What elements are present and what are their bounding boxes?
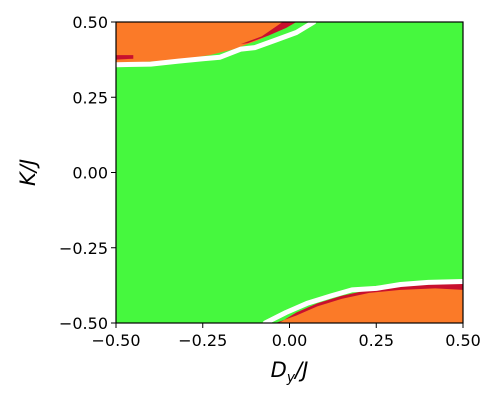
- upper-boundary: [116, 22, 317, 68]
- region-red-top-left-edge: [116, 55, 134, 60]
- y-tick-label: 0.00: [72, 164, 108, 183]
- y-tick-label: −0.25: [59, 239, 108, 258]
- plot-background: [116, 22, 463, 323]
- x-tick-label: −0.25: [178, 331, 227, 350]
- region-red-top-band: [240, 22, 297, 44]
- phase-regions: [116, 22, 463, 323]
- x-tick-label: −0.50: [91, 331, 140, 350]
- x-axis-label: Dy/J: [271, 358, 309, 386]
- region-orange-top-left: [116, 22, 290, 63]
- y-tick-label: 0.50: [72, 13, 108, 32]
- x-axis-label-subscript: y: [286, 370, 296, 386]
- region-orange-bottom-right: [279, 283, 463, 323]
- lower-boundary: [262, 279, 463, 323]
- y-tick-label: 0.25: [72, 88, 108, 107]
- x-tick-label: 0.50: [445, 331, 481, 350]
- x-axis-label-denominator: /J: [293, 358, 308, 382]
- y-tick-label: −0.50: [59, 314, 108, 333]
- y-axis-label: K/J: [16, 159, 40, 186]
- phase-boundaries: [116, 22, 463, 323]
- plot-area: [116, 22, 463, 323]
- x-axis-ticks: −0.50 −0.25 0.00 0.25 0.50: [91, 323, 481, 350]
- region-red-bottom-band: [261, 283, 463, 323]
- x-tick-label: 0.25: [358, 331, 394, 350]
- y-axis-ticks: −0.50 −0.25 0.00 0.25 0.50: [59, 13, 116, 333]
- x-tick-label: 0.00: [272, 331, 308, 350]
